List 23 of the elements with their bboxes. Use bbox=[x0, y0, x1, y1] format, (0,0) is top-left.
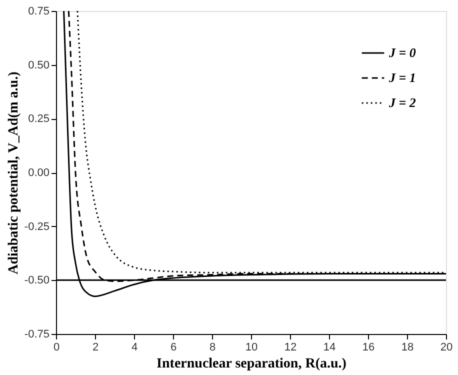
y-tick-label: -0.50 bbox=[24, 274, 50, 287]
legend-label: J = 1 bbox=[388, 70, 416, 85]
legend-label: J = 2 bbox=[388, 95, 416, 110]
x-tick-label: 16 bbox=[362, 342, 375, 354]
y-tick-label: 0.75 bbox=[28, 6, 50, 18]
x-tick-label: 20 bbox=[440, 342, 453, 354]
x-tick-label: 14 bbox=[323, 342, 336, 354]
x-tick-label: 6 bbox=[170, 342, 177, 354]
y-tick-label: 0.50 bbox=[28, 59, 50, 72]
x-tick-label: 2 bbox=[92, 342, 99, 354]
x-axis-title: Internuclear separation, R(a.u.) bbox=[156, 356, 347, 372]
y-axis-title: Adiabatic potential, V_Ad(m a.u.) bbox=[6, 71, 22, 274]
x-tick-label: 12 bbox=[284, 342, 297, 354]
y-tick-label: 0.00 bbox=[28, 167, 50, 179]
y-tick-label: -0.75 bbox=[24, 328, 50, 340]
x-tick-label: 18 bbox=[401, 342, 414, 354]
x-tick-label: 4 bbox=[131, 342, 138, 354]
y-tick-label: -0.25 bbox=[24, 220, 50, 233]
x-tick-label: 0 bbox=[53, 342, 60, 354]
y-tick-label: 0.25 bbox=[28, 113, 50, 126]
x-tick-label: 8 bbox=[209, 342, 216, 354]
x-tick-label: 10 bbox=[245, 342, 258, 354]
legend-label: J = 0 bbox=[388, 45, 416, 60]
